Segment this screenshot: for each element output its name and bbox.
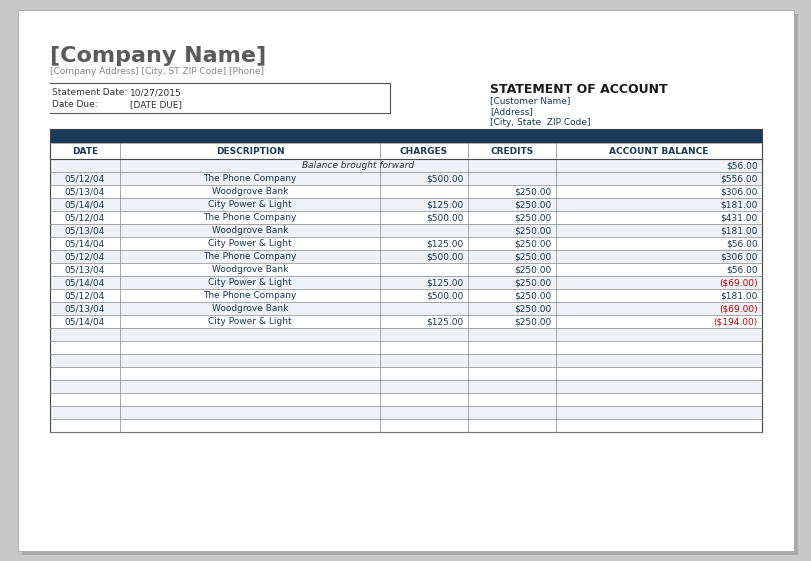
Text: $556.00: $556.00 xyxy=(719,174,757,183)
Bar xyxy=(50,367,761,380)
Text: $500.00: $500.00 xyxy=(426,291,463,300)
Bar xyxy=(50,276,761,289)
Text: DATE: DATE xyxy=(72,146,98,155)
Text: 05/13/04: 05/13/04 xyxy=(65,226,105,235)
Text: $250.00: $250.00 xyxy=(514,291,551,300)
Text: $306.00: $306.00 xyxy=(719,252,757,261)
Text: CREDITS: CREDITS xyxy=(490,146,533,155)
Bar xyxy=(50,224,761,237)
Text: The Phone Company: The Phone Company xyxy=(203,291,296,300)
Text: $56.00: $56.00 xyxy=(726,239,757,248)
Text: $181.00: $181.00 xyxy=(719,200,757,209)
Bar xyxy=(50,129,761,143)
Bar xyxy=(50,237,761,250)
Text: $125.00: $125.00 xyxy=(427,317,463,326)
Text: $500.00: $500.00 xyxy=(426,213,463,222)
Bar xyxy=(50,302,761,315)
Text: Woodgrove Bank: Woodgrove Bank xyxy=(212,265,288,274)
Text: [Company Address] [City, ST ZIP Code] [Phone]: [Company Address] [City, ST ZIP Code] [P… xyxy=(50,67,264,76)
Text: $250.00: $250.00 xyxy=(514,265,551,274)
Text: ($69.00): ($69.00) xyxy=(719,304,757,313)
Text: 05/12/04: 05/12/04 xyxy=(65,213,105,222)
Text: [City, State  ZIP Code]: [City, State ZIP Code] xyxy=(489,118,590,127)
Bar xyxy=(50,198,761,211)
Text: City Power & Light: City Power & Light xyxy=(208,317,291,326)
Text: Date Due:: Date Due: xyxy=(52,100,97,109)
Text: $250.00: $250.00 xyxy=(514,304,551,313)
Text: $181.00: $181.00 xyxy=(719,226,757,235)
Text: 05/13/04: 05/13/04 xyxy=(65,265,105,274)
Text: The Phone Company: The Phone Company xyxy=(203,174,296,183)
Bar xyxy=(50,159,761,172)
Text: $250.00: $250.00 xyxy=(514,317,551,326)
Text: 05/12/04: 05/12/04 xyxy=(65,252,105,261)
Text: 10/27/2015: 10/27/2015 xyxy=(130,88,182,97)
Text: STATEMENT OF ACCOUNT: STATEMENT OF ACCOUNT xyxy=(489,83,667,96)
Text: [Address]: [Address] xyxy=(489,107,532,116)
Text: ($69.00): ($69.00) xyxy=(719,278,757,287)
Text: $250.00: $250.00 xyxy=(514,252,551,261)
Text: $181.00: $181.00 xyxy=(719,291,757,300)
Text: ($194.00): ($194.00) xyxy=(713,317,757,326)
Text: Statement Date:: Statement Date: xyxy=(52,88,127,97)
Text: $500.00: $500.00 xyxy=(426,252,463,261)
Text: City Power & Light: City Power & Light xyxy=(208,278,291,287)
Bar xyxy=(50,419,761,432)
Text: Balance brought forward: Balance brought forward xyxy=(302,161,414,170)
Text: DESCRIPTION: DESCRIPTION xyxy=(216,146,284,155)
Text: $125.00: $125.00 xyxy=(427,278,463,287)
Text: ACCOUNT BALANCE: ACCOUNT BALANCE xyxy=(608,146,708,155)
Text: $56.00: $56.00 xyxy=(726,265,757,274)
Bar xyxy=(50,328,761,341)
Bar xyxy=(50,185,761,198)
Bar xyxy=(50,380,761,393)
Bar xyxy=(50,354,761,367)
Text: Woodgrove Bank: Woodgrove Bank xyxy=(212,187,288,196)
Text: 05/14/04: 05/14/04 xyxy=(65,239,105,248)
Text: The Phone Company: The Phone Company xyxy=(203,252,296,261)
Text: The Phone Company: The Phone Company xyxy=(203,213,296,222)
Text: [Customer Name]: [Customer Name] xyxy=(489,96,569,105)
Text: 05/12/04: 05/12/04 xyxy=(65,291,105,300)
Text: 05/14/04: 05/14/04 xyxy=(65,200,105,209)
Bar xyxy=(50,211,761,224)
Bar xyxy=(50,143,761,159)
Text: City Power & Light: City Power & Light xyxy=(208,239,291,248)
Text: $250.00: $250.00 xyxy=(514,187,551,196)
Text: City Power & Light: City Power & Light xyxy=(208,200,291,209)
Text: $250.00: $250.00 xyxy=(514,239,551,248)
Bar xyxy=(50,263,761,276)
Text: $250.00: $250.00 xyxy=(514,213,551,222)
Bar xyxy=(50,315,761,328)
Bar xyxy=(50,250,761,263)
Text: 05/13/04: 05/13/04 xyxy=(65,304,105,313)
Text: [DATE DUE]: [DATE DUE] xyxy=(130,100,182,109)
Bar xyxy=(50,289,761,302)
Bar xyxy=(50,393,761,406)
Text: $125.00: $125.00 xyxy=(427,200,463,209)
Text: $250.00: $250.00 xyxy=(514,200,551,209)
Text: $56.00: $56.00 xyxy=(726,161,757,170)
Text: 05/14/04: 05/14/04 xyxy=(65,317,105,326)
Text: CHARGES: CHARGES xyxy=(400,146,448,155)
Bar xyxy=(50,341,761,354)
Text: Woodgrove Bank: Woodgrove Bank xyxy=(212,304,288,313)
Text: [Company Name]: [Company Name] xyxy=(50,46,266,66)
Text: $250.00: $250.00 xyxy=(514,278,551,287)
Bar xyxy=(50,172,761,185)
Text: 05/12/04: 05/12/04 xyxy=(65,174,105,183)
Text: $500.00: $500.00 xyxy=(426,174,463,183)
Text: $306.00: $306.00 xyxy=(719,187,757,196)
Text: Woodgrove Bank: Woodgrove Bank xyxy=(212,226,288,235)
Bar xyxy=(50,406,761,419)
Text: 05/14/04: 05/14/04 xyxy=(65,278,105,287)
Text: $250.00: $250.00 xyxy=(514,226,551,235)
Text: $431.00: $431.00 xyxy=(720,213,757,222)
Text: $125.00: $125.00 xyxy=(427,239,463,248)
Text: 05/13/04: 05/13/04 xyxy=(65,187,105,196)
